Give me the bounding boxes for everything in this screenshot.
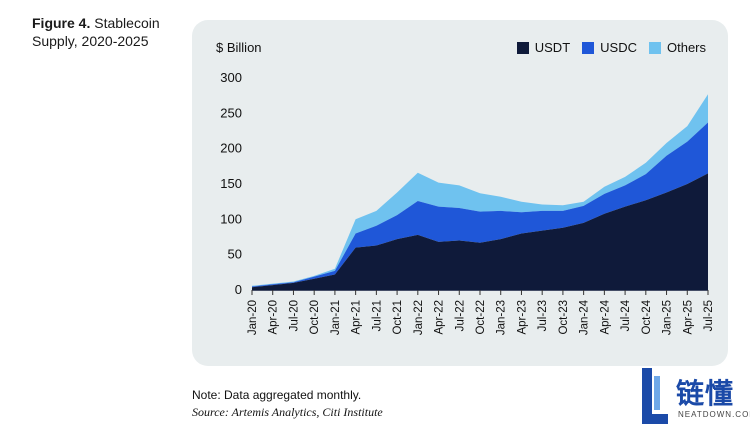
figure-title-line1: Stablecoin (94, 15, 160, 31)
stacked-area-chart: 0 50 100 150 200 250 300 Jan-20 Apr-20 Jul-20 Oct-… (220, 70, 715, 335)
x-tick-label: Jul-23 (537, 300, 549, 331)
legend-item-usdt: USDT (516, 40, 571, 55)
x-tick-label: Apr-24 (599, 299, 611, 334)
x-tick-label: Apr-21 (351, 300, 363, 335)
y-tick-label: 50 (228, 247, 242, 262)
legend-label-usdc: USDC (600, 40, 637, 55)
area-series-usdc (252, 122, 708, 288)
watermark-text: 链懂 (676, 378, 735, 409)
area-series-usdt (252, 173, 708, 290)
figure-label: Figure 4. (32, 15, 91, 31)
x-tick-label: Apr-20 (268, 300, 280, 335)
legend-swatch-others (648, 41, 661, 54)
watermark-logo-icon (642, 368, 668, 424)
watermark: 链懂 NEATDOWN.COM (634, 366, 750, 430)
x-tick-label: Jul-22 (454, 300, 466, 331)
legend-swatch-usdt (516, 41, 529, 54)
y-tick-label: 250 (220, 105, 242, 120)
x-tick-label: Jan-22 (413, 300, 425, 335)
x-tick-label: Oct-21 (392, 300, 404, 335)
x-tick-label: Oct-20 (309, 300, 321, 335)
x-tick-label: Jan-21 (330, 300, 342, 335)
x-tick-label: Jul-21 (371, 300, 383, 331)
x-tick-label: Apr-23 (516, 300, 528, 335)
note: Note: Data aggregated monthly. (192, 388, 362, 402)
x-tick-label: Jan-24 (579, 299, 591, 335)
x-tick-label: Jul-20 (288, 300, 300, 331)
chart-panel: $ Billion USDT USDC Others 0 50 100 150 200 2… (192, 20, 728, 366)
x-tick-label: Oct-22 (475, 300, 487, 335)
watermark-domain: NEATDOWN.COM (678, 410, 750, 419)
figure-title-line2: Supply, 2020-2025 (32, 33, 149, 49)
legend-item-usdc: USDC (582, 40, 637, 55)
figure-title: Figure 4. Stablecoin Supply, 2020-2025 (32, 14, 160, 50)
legend-item-others: Others (648, 40, 706, 55)
legend: USDT USDC Others (516, 40, 706, 55)
x-tick-label: Jan-20 (247, 300, 259, 335)
x-tick-label: Oct-23 (558, 300, 570, 335)
y-axis-unit-label: $ Billion (216, 40, 262, 55)
x-tick-label: Apr-22 (434, 300, 446, 335)
x-tick-label: Jul-25 (703, 300, 715, 331)
y-tick-label: 0 (235, 282, 242, 297)
x-tick-label: Oct-24 (641, 299, 653, 334)
legend-label-usdt: USDT (534, 40, 571, 55)
y-tick-label: 150 (220, 176, 242, 191)
y-tick-label: 200 (220, 141, 242, 156)
x-tick-label: Jul-24 (620, 299, 632, 331)
y-tick-label: 300 (220, 70, 242, 85)
legend-swatch-usdc (582, 41, 595, 54)
x-tick-label: Jan-25 (662, 300, 674, 335)
y-tick-label: 100 (220, 211, 242, 226)
source: Source: Artemis Analytics, Citi Institut… (192, 405, 383, 419)
legend-label-others: Others (666, 40, 706, 55)
x-tick-label: Apr-25 (682, 300, 694, 335)
x-tick-label: Jan-23 (496, 300, 508, 335)
